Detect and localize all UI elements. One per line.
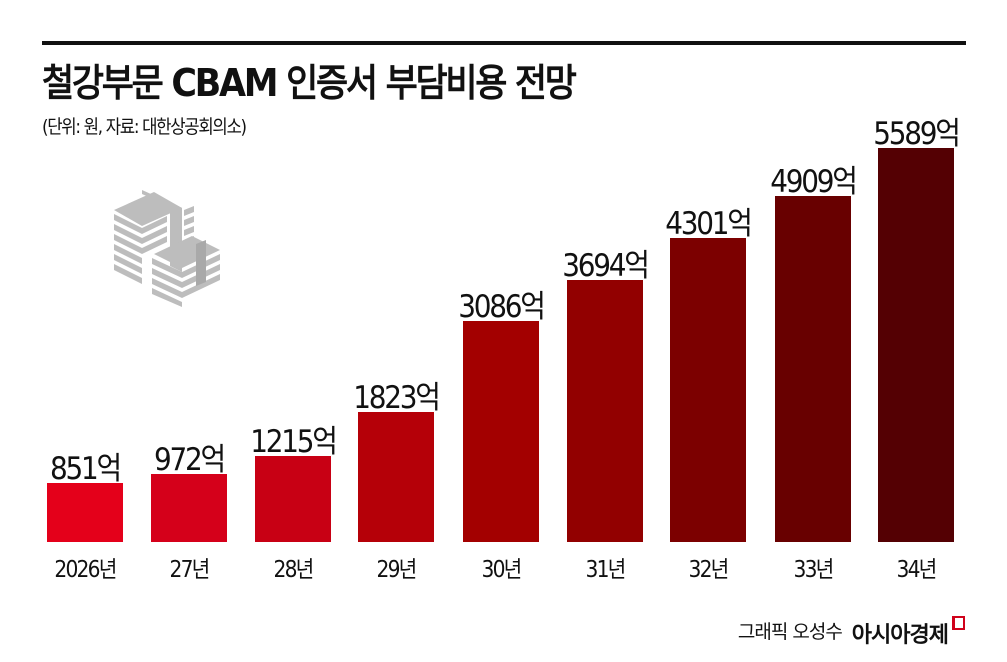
- category-label: 2026년: [54, 557, 117, 583]
- brand-mark-icon: [952, 616, 965, 630]
- category-label: 28년: [273, 557, 314, 583]
- category-label: 27년: [169, 557, 210, 583]
- bar-value-label: 4909억: [770, 164, 858, 200]
- graphic-credit: 그래픽 오성수: [737, 621, 843, 643]
- bar-value-label: 972억: [154, 442, 226, 478]
- bar-1: [151, 474, 227, 542]
- bar-value-label: 5589억: [873, 116, 961, 152]
- chart-subtitle: (단위: 원, 자료: 대한상공회의소): [42, 116, 247, 138]
- bar-value-label: 3086억: [458, 289, 546, 325]
- category-label: 30년: [481, 557, 522, 583]
- bar-value-label: 4301억: [665, 206, 753, 242]
- bar-5: [567, 280, 643, 542]
- bar-4: [463, 321, 539, 542]
- bar-value-label: 851억: [50, 451, 122, 487]
- category-label: 32년: [688, 557, 729, 583]
- bar-0: [47, 483, 123, 542]
- category-label: 33년: [793, 557, 834, 583]
- bar-value-label: 3694억: [562, 248, 650, 284]
- bar-6: [670, 238, 746, 542]
- credit-line: 그래픽 오성수 아시아경제: [737, 616, 965, 649]
- bar-value-label: 1215억: [250, 424, 338, 460]
- bar-3: [358, 412, 434, 542]
- chart-title: 철강부문 CBAM 인증서 부담비용 전망: [42, 61, 577, 105]
- bar-7: [775, 196, 851, 542]
- category-label: 29년: [376, 557, 417, 583]
- bar-8: [878, 148, 954, 542]
- top-rule: [42, 41, 966, 45]
- brand-logo: 아시아경제: [851, 623, 949, 648]
- category-label: 34년: [896, 557, 937, 583]
- bar-2: [255, 456, 331, 542]
- category-label: 31년: [585, 557, 626, 583]
- bar-value-label: 1823억: [353, 380, 441, 416]
- money-stack-icon: [114, 190, 220, 307]
